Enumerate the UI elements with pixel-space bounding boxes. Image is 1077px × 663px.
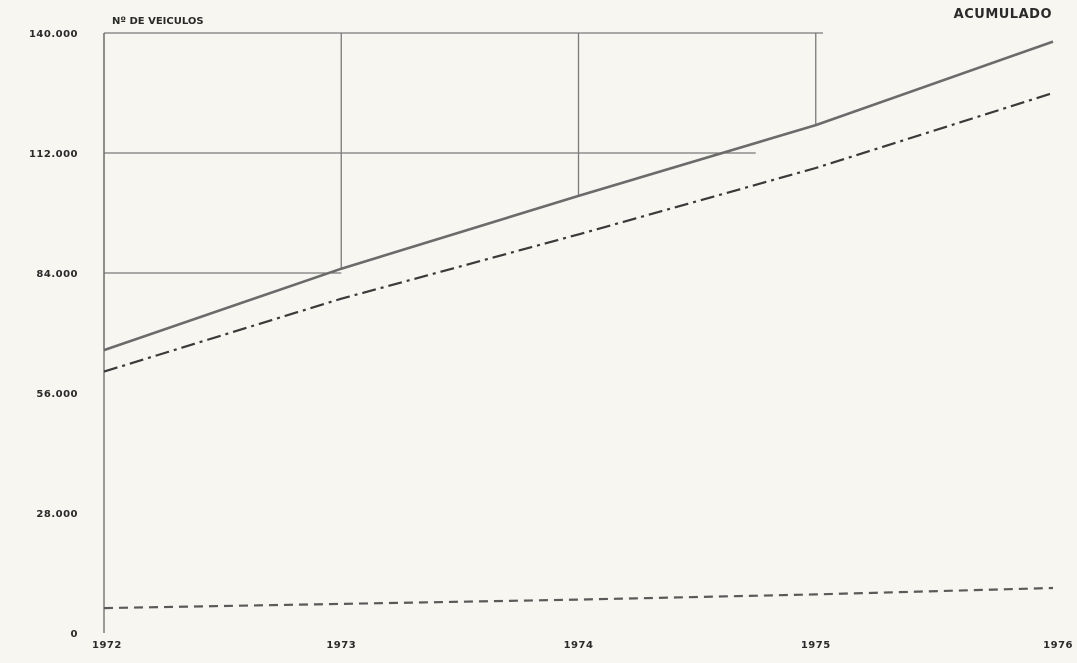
series-line-dashdot	[103, 91, 1054, 373]
x-tick-label: 1973	[326, 640, 356, 651]
chart-title: ACUMULADO	[954, 7, 1052, 22]
series-lines	[103, 40, 1054, 610]
x-tick-labels: 1972 1973 1974 1975 1976	[92, 640, 1073, 651]
series-line-dashed	[103, 586, 1054, 610]
x-tick-label: 1976	[1043, 640, 1073, 651]
y-tick-label: 0	[71, 629, 78, 640]
series-line-solid	[103, 40, 1054, 352]
y-tick-label: 28.000	[36, 509, 78, 520]
y-tick-label: 112.000	[29, 149, 78, 160]
x-tick-label: 1975	[801, 640, 831, 651]
y-tick-label: 140.000	[29, 29, 78, 40]
y-tick-label: 84.000	[36, 269, 78, 280]
y-tick-labels: 0 28.000 56.000 84.000 112.000 140.000	[29, 29, 78, 640]
grid-lines	[103, 32, 823, 633]
y-tick-label: 56.000	[36, 389, 78, 400]
y-axis-title: Nº DE VEICULOS	[112, 16, 204, 27]
x-tick-label: 1974	[564, 640, 594, 651]
x-tick-label: 1972	[92, 640, 122, 651]
